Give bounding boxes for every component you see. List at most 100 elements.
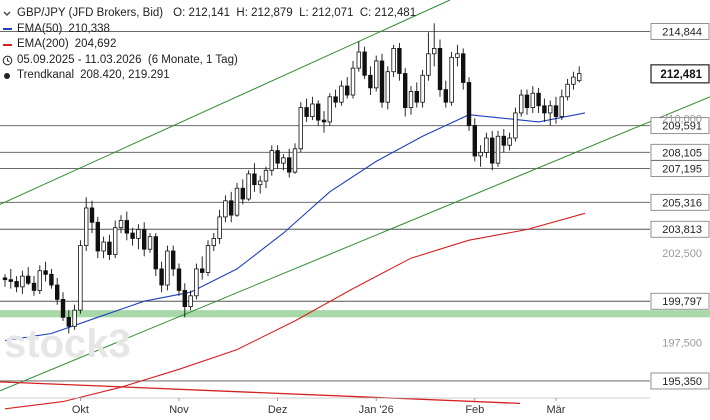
candle-body[interactable] xyxy=(66,316,71,327)
candle-body[interactable] xyxy=(489,137,495,164)
candle-body[interactable] xyxy=(20,275,25,288)
candle-body[interactable] xyxy=(548,105,553,114)
candle-body[interactable] xyxy=(571,76,576,85)
candle-body[interactable] xyxy=(443,89,448,103)
candle-body[interactable] xyxy=(478,151,483,157)
candle-body[interactable] xyxy=(350,67,356,96)
candle-body[interactable] xyxy=(553,105,559,117)
legend-period-row[interactable]: 05.09.2025 - 11.03.2026 (6 Monate, 1 Tag… xyxy=(0,53,416,69)
candle-body[interactable] xyxy=(141,229,147,250)
candle-body[interactable] xyxy=(84,207,89,247)
candle-body[interactable] xyxy=(356,51,361,69)
candle-body[interactable] xyxy=(455,53,460,58)
candle-body[interactable] xyxy=(577,73,582,82)
candle-body[interactable] xyxy=(281,157,286,164)
candle-body[interactable] xyxy=(217,216,222,239)
candle-body[interactable] xyxy=(49,273,54,286)
candle-body[interactable] xyxy=(246,173,251,200)
candle-body[interactable] xyxy=(182,290,187,307)
candle-body[interactable] xyxy=(408,91,414,108)
candle-body[interactable] xyxy=(327,96,332,123)
candle-body[interactable] xyxy=(194,268,199,297)
candle-body[interactable] xyxy=(397,48,402,74)
chevron-down-icon[interactable] xyxy=(0,9,14,19)
legend-ema200-row[interactable]: EMA(200) 204,692 xyxy=(0,37,416,53)
candle-body[interactable] xyxy=(252,173,257,186)
candle-body[interactable] xyxy=(228,200,234,216)
candle-body[interactable] xyxy=(205,245,211,273)
candle-body[interactable] xyxy=(449,56,454,103)
candle-body[interactable] xyxy=(321,119,327,123)
candle-body[interactable] xyxy=(223,200,228,218)
candle-body[interactable] xyxy=(165,250,170,286)
candle-body[interactable] xyxy=(420,74,425,103)
candle-body[interactable] xyxy=(147,236,153,250)
candle-body[interactable] xyxy=(339,85,344,103)
candle-body[interactable] xyxy=(298,107,303,150)
candle-body[interactable] xyxy=(286,157,292,173)
candle-body[interactable] xyxy=(292,148,298,173)
candle-body[interactable] xyxy=(484,137,489,153)
candle-body[interactable] xyxy=(101,241,106,252)
candle-body[interactable] xyxy=(315,103,321,121)
candle-body[interactable] xyxy=(31,282,37,291)
candle-body[interactable] xyxy=(472,125,477,157)
candle-body[interactable] xyxy=(25,275,31,284)
candle-body[interactable] xyxy=(113,227,118,255)
candle-body[interactable] xyxy=(431,48,437,55)
candle-body[interactable] xyxy=(130,232,135,239)
candle-body[interactable] xyxy=(211,238,216,247)
candle-body[interactable] xyxy=(159,268,164,286)
candle-body[interactable] xyxy=(542,105,547,114)
candle-body[interactable] xyxy=(495,135,501,164)
candle-body[interactable] xyxy=(240,187,245,200)
candle-body[interactable] xyxy=(536,92,541,107)
candle-body[interactable] xyxy=(95,221,100,252)
candle-body[interactable] xyxy=(368,74,373,89)
candle-body[interactable] xyxy=(414,91,419,103)
legend-trend-row[interactable]: Trendkanal 208.420, 219.291 xyxy=(0,68,416,84)
candle-body[interactable] xyxy=(8,279,13,282)
candle-body[interactable] xyxy=(60,298,66,318)
candle-body[interactable] xyxy=(385,71,390,103)
candle-body[interactable] xyxy=(530,92,535,108)
candle-body[interactable] xyxy=(72,309,77,327)
candle-body[interactable] xyxy=(466,82,472,126)
candle-body[interactable] xyxy=(153,236,158,270)
candle-body[interactable] xyxy=(304,107,309,117)
candle-body[interactable] xyxy=(275,150,280,164)
candle-body[interactable] xyxy=(269,150,274,171)
candle-body[interactable] xyxy=(37,270,42,291)
candle-body[interactable] xyxy=(124,220,129,234)
candle-body[interactable] xyxy=(89,207,95,223)
candle-body[interactable] xyxy=(437,48,443,91)
candle-body[interactable] xyxy=(107,241,112,255)
candle-body[interactable] xyxy=(402,73,408,108)
candle-body[interactable] xyxy=(118,220,124,229)
candle-body[interactable] xyxy=(524,94,530,108)
candle-body[interactable] xyxy=(43,270,48,275)
candle-body[interactable] xyxy=(513,112,518,139)
candle-body[interactable] xyxy=(2,277,8,281)
candle-body[interactable] xyxy=(257,180,263,186)
candle-body[interactable] xyxy=(373,60,379,89)
candle-body[interactable] xyxy=(362,51,367,76)
candle-body[interactable] xyxy=(14,281,19,288)
candle-body[interactable] xyxy=(333,96,338,103)
candle-body[interactable] xyxy=(391,48,396,73)
candle-body[interactable] xyxy=(234,187,240,216)
candle-body[interactable] xyxy=(55,284,60,300)
candle-body[interactable] xyxy=(310,103,315,117)
candle-body[interactable] xyxy=(507,137,512,146)
candle-body[interactable] xyxy=(170,250,176,270)
candle-body[interactable] xyxy=(519,94,524,114)
candle-body[interactable] xyxy=(426,53,431,76)
candle-body[interactable] xyxy=(199,268,205,273)
candle-body[interactable] xyxy=(460,53,466,83)
candle-body[interactable] xyxy=(136,229,141,239)
candle-body[interactable] xyxy=(176,268,182,291)
candle-body[interactable] xyxy=(188,295,193,307)
legend-ema50-row[interactable]: EMA(50) 210,338 xyxy=(0,22,416,38)
candle-body[interactable] xyxy=(379,60,385,103)
